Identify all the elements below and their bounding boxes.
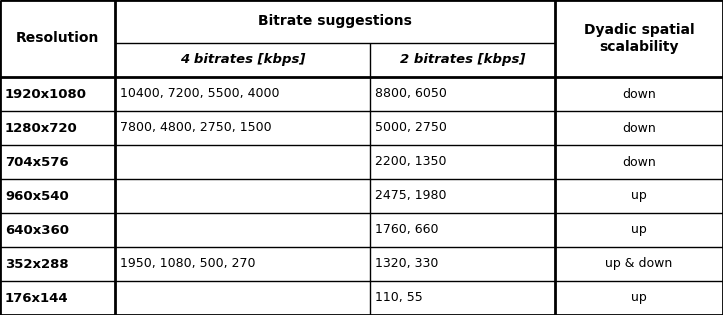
Text: 4 bitrates [kbps]: 4 bitrates [kbps] [180, 54, 305, 66]
Text: 110, 55: 110, 55 [375, 291, 423, 305]
Text: 2 bitrates [kbps]: 2 bitrates [kbps] [400, 54, 525, 66]
Text: 8800, 6050: 8800, 6050 [375, 88, 447, 100]
Text: up: up [631, 291, 647, 305]
Text: down: down [622, 156, 656, 169]
Text: 2200, 1350: 2200, 1350 [375, 156, 447, 169]
Text: 2475, 1980: 2475, 1980 [375, 190, 447, 203]
Text: Dyadic spatial
scalability: Dyadic spatial scalability [583, 23, 694, 54]
Text: 5000, 2750: 5000, 2750 [375, 122, 447, 135]
Text: 704x576: 704x576 [5, 156, 69, 169]
Text: 352x288: 352x288 [5, 257, 69, 271]
Text: 7800, 4800, 2750, 1500: 7800, 4800, 2750, 1500 [120, 122, 272, 135]
Text: 1760, 660: 1760, 660 [375, 224, 439, 237]
Text: Resolution: Resolution [16, 32, 99, 45]
Text: 176x144: 176x144 [5, 291, 69, 305]
Text: 1320, 330: 1320, 330 [375, 257, 438, 271]
Text: up & down: up & down [605, 257, 672, 271]
Text: 10400, 7200, 5500, 4000: 10400, 7200, 5500, 4000 [120, 88, 280, 100]
Text: down: down [622, 122, 656, 135]
Text: up: up [631, 190, 647, 203]
Text: 1950, 1080, 500, 270: 1950, 1080, 500, 270 [120, 257, 255, 271]
Text: 1280x720: 1280x720 [5, 122, 78, 135]
Text: 1920x1080: 1920x1080 [5, 88, 87, 100]
Text: 960x540: 960x540 [5, 190, 69, 203]
Text: down: down [622, 88, 656, 100]
Text: Bitrate suggestions: Bitrate suggestions [258, 14, 412, 28]
Text: up: up [631, 224, 647, 237]
Text: 640x360: 640x360 [5, 224, 69, 237]
